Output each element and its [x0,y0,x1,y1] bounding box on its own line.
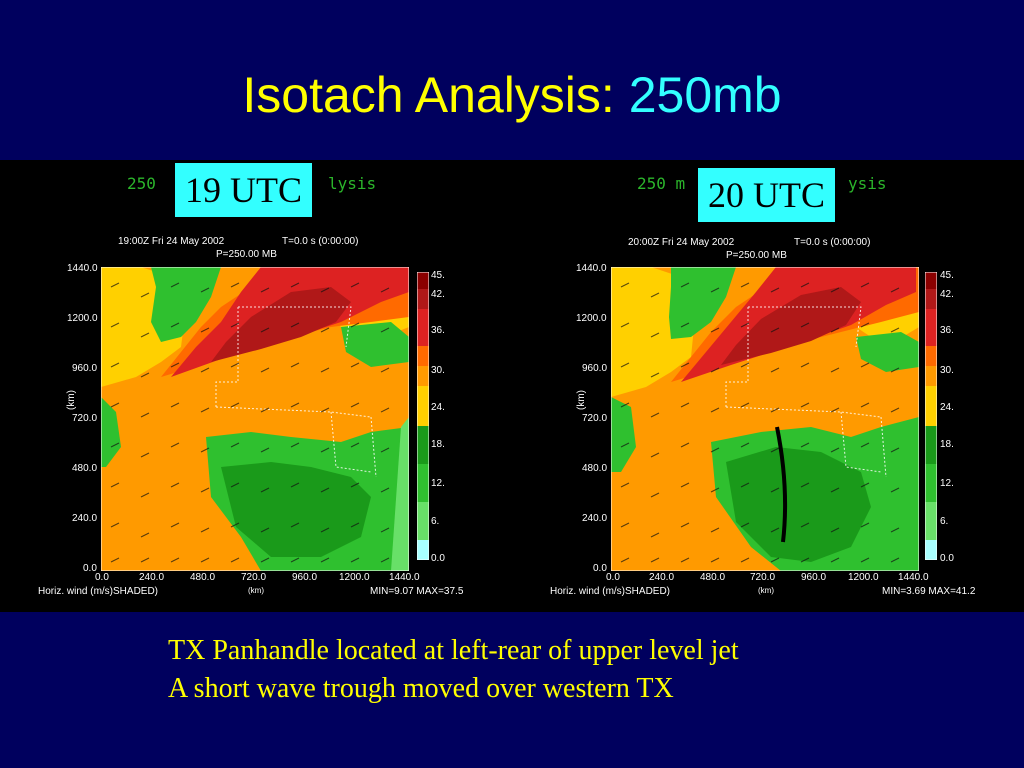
colorbar-label: 12. [431,478,445,489]
utc-label: 19 UTC [174,162,313,218]
y-tick: 960.0 [582,363,608,374]
y-tick: 960.0 [72,363,98,374]
y-tick: 1440.0 [576,263,607,274]
panel-header-left: 250 [127,174,156,193]
y-tick: 480.0 [72,463,98,474]
x-tick: 0.0 [95,572,109,583]
x-tick: 480.0 [190,572,216,583]
min-max-readout: MIN=3.69 MAX=41.2 [882,586,976,597]
panel-header-right: lysis [328,174,377,193]
x-tick: 0.0 [606,572,620,583]
y-axis-label: (km) [576,390,587,410]
x-tick: 960.0 [801,572,827,583]
note-line: TX Panhandle located at left-rear of upp… [168,635,739,666]
colorbar [925,272,937,560]
x-tick: 240.0 [649,572,675,583]
colorbar-label: 0.0 [431,553,445,564]
colorbar-label: 30. [940,365,954,376]
isotach-field-20utc [611,267,919,571]
colorbar-label: 12. [940,478,954,489]
x-tick: 1200.0 [848,572,879,583]
colorbar [417,272,429,560]
title-main: Isotach Analysis: [242,67,615,123]
y-tick: 1200.0 [67,313,98,324]
time-value: T=0.0 s (0:00:00) [282,236,359,247]
field-label: Horiz. wind (m/s)SHADED) [550,586,671,597]
timestamp: 19:00Z Fri 24 May 2002 [118,236,225,247]
note-line: A short wave trough moved over western T… [168,673,674,704]
slide-notes: TX Panhandle located at left-rear of upp… [168,632,739,708]
colorbar-label: 36. [940,325,954,336]
title-accent: 250mb [628,67,782,123]
isotach-field-19utc [101,267,409,571]
y-tick: 240.0 [582,513,608,524]
colorbar-label: 24. [940,402,954,413]
trough-axis-line [775,426,787,543]
colorbar-label: 0.0 [940,553,954,564]
colorbar-label: 18. [940,439,954,450]
colorbar-label: 42. [940,289,954,300]
x-tick: 240.0 [139,572,165,583]
colorbar-label: 6. [431,516,440,527]
x-tick: 480.0 [700,572,726,583]
colorbar-label: 18. [431,439,445,450]
colorbar-label: 30. [431,365,445,376]
panel-header-left: 250 m [637,174,686,193]
colorbar-label: 45. [431,270,445,281]
colorbar-label: 45. [940,270,954,281]
x-tick: 720.0 [241,572,267,583]
utc-label: 20 UTC [697,167,836,223]
x-axis-label: (km) [758,586,774,595]
x-tick: 1440.0 [389,572,420,583]
y-tick: 1200.0 [576,313,607,324]
y-tick: 720.0 [582,413,608,424]
panel-header-right: ysis [848,174,887,193]
min-max-readout: MIN=9.07 MAX=37.5 [370,586,464,597]
colorbar-label: 6. [940,516,949,527]
analysis-panel-19utc: 250 lysis 19 UTC 19:00Z Fri 24 May 2002 … [0,160,512,612]
colorbar-label: 24. [431,402,445,413]
timestamp: 20:00Z Fri 24 May 2002 [628,237,735,248]
y-tick: 720.0 [72,413,98,424]
x-axis-label: (km) [248,586,264,595]
pressure-level: P=250.00 MB [726,250,787,261]
x-tick: 720.0 [750,572,776,583]
y-axis-label: (km) [66,390,77,410]
time-value: T=0.0 s (0:00:00) [794,237,871,248]
x-tick: 960.0 [292,572,318,583]
y-tick: 1440.0 [67,263,98,274]
analysis-panel-20utc: 250 m ysis 20 UTC 20:00Z Fri 24 May 2002… [512,160,1024,612]
slide-title: Isotach Analysis: 250mb [0,66,1024,124]
field-label: Horiz. wind (m/s)SHADED) [38,586,159,597]
x-tick: 1440.0 [898,572,929,583]
colorbar-label: 36. [431,325,445,336]
y-tick: 480.0 [582,463,608,474]
y-tick: 0.0 [593,563,607,574]
pressure-level: P=250.00 MB [216,249,277,260]
y-tick: 0.0 [83,563,97,574]
x-tick: 1200.0 [339,572,370,583]
colorbar-label: 42. [431,289,445,300]
y-tick: 240.0 [72,513,98,524]
